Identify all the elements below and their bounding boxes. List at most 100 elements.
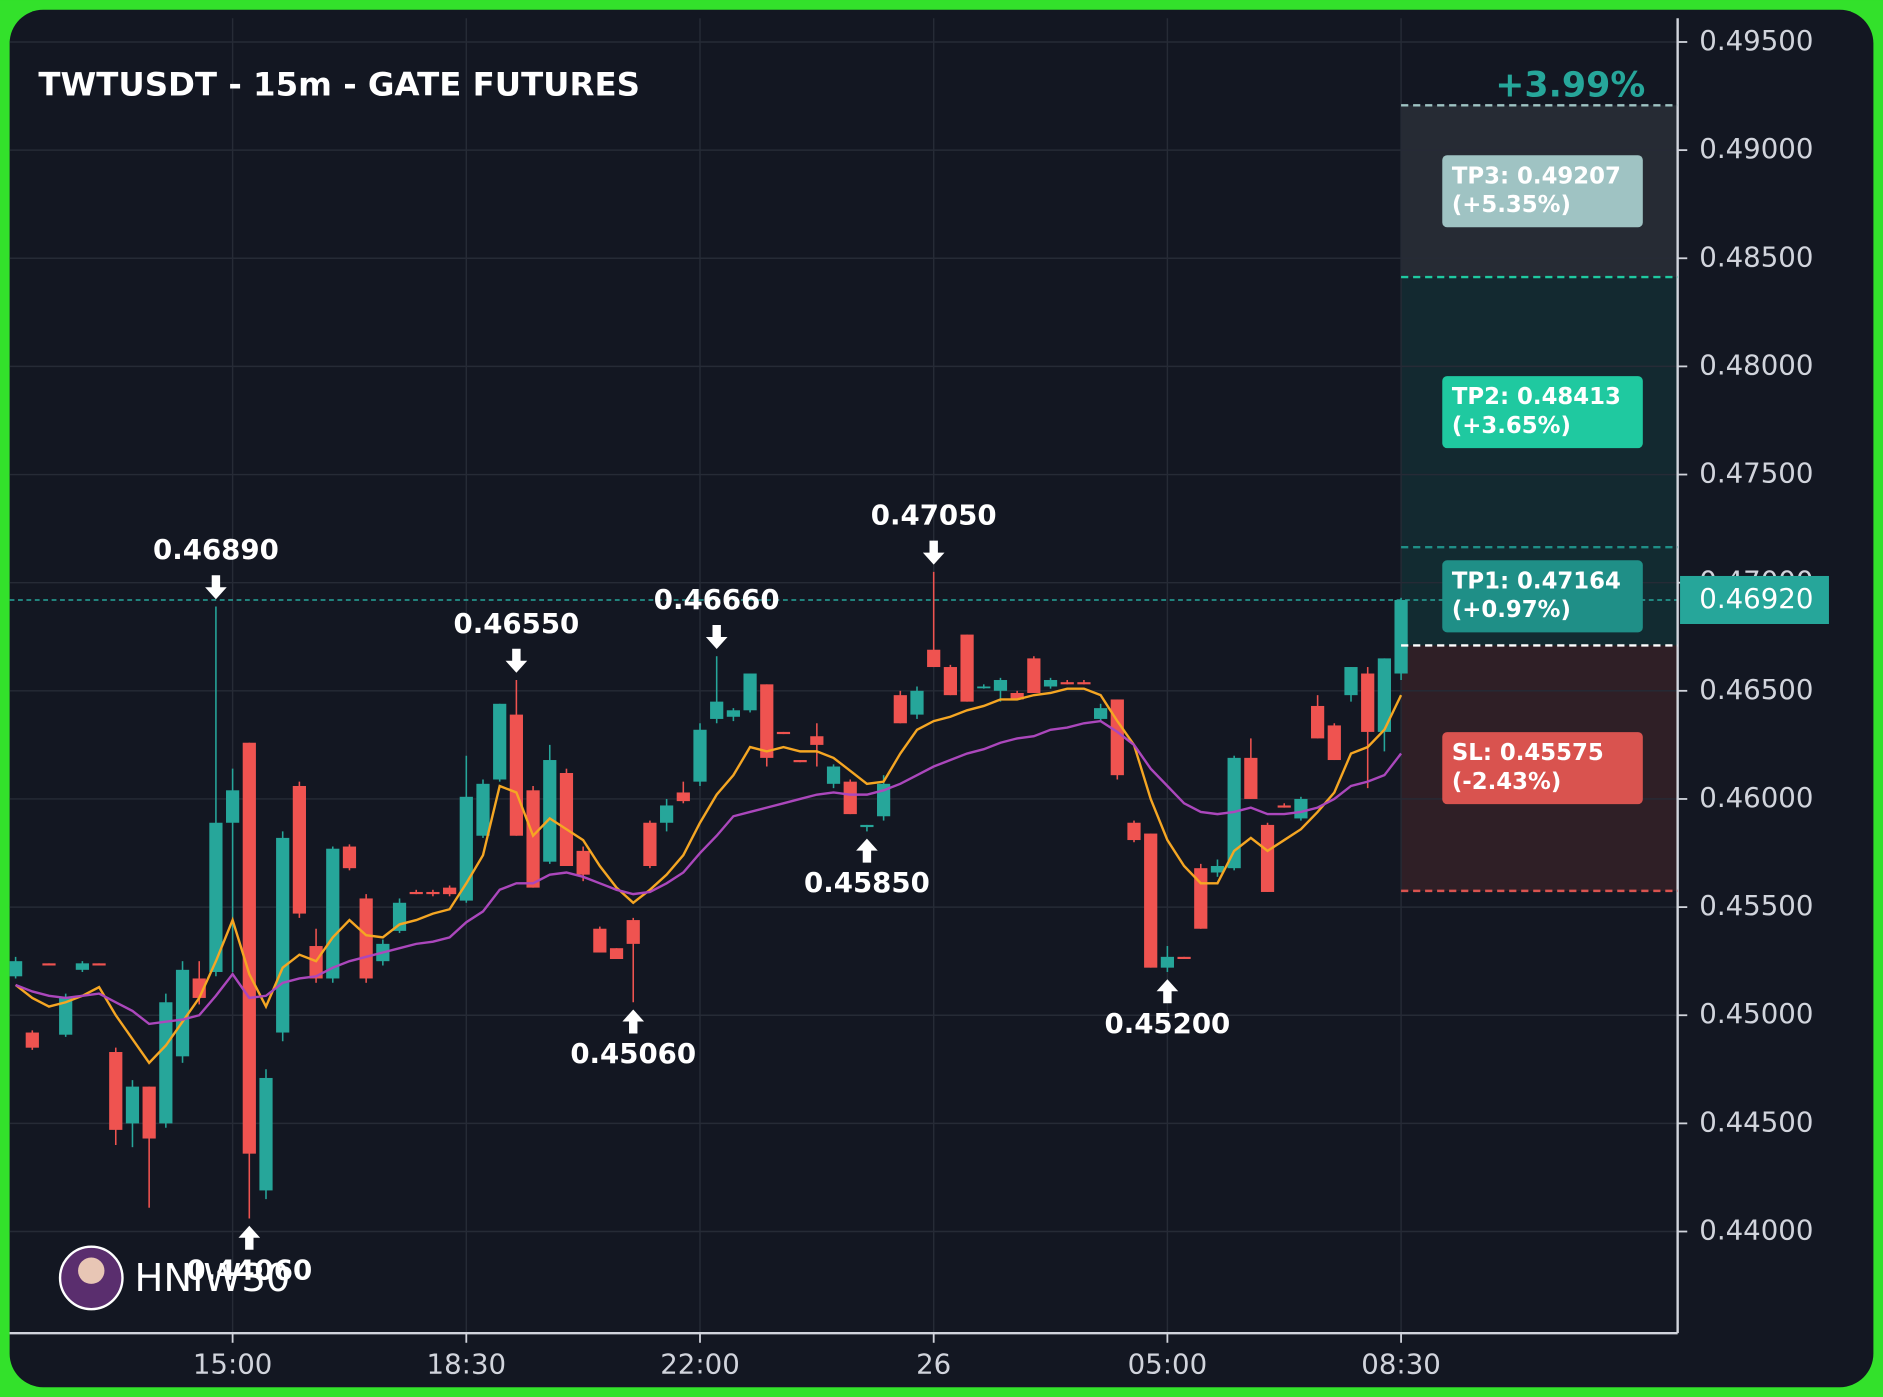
candle-body [660,805,674,823]
candle-body [1144,833,1158,968]
candle-body [710,701,724,719]
candle-body [1244,757,1258,799]
low-arrow [1156,979,1179,1004]
x-tick-label: 18:30 [427,1348,507,1381]
y-tick-label: 0.47500 [1699,457,1813,490]
candle-body [42,963,56,966]
candle-body [1344,667,1358,696]
candle-body [559,773,574,867]
x-tick-label: 26 [916,1348,951,1381]
candle-body [760,684,774,758]
level-change: (-2.43%) [1452,769,1561,795]
candle-body [326,848,340,979]
high-label: 0.46550 [454,607,580,640]
candle-body [609,948,624,960]
candle-body [576,850,590,875]
overlays: TP3: 0.49207 (+5.35%) TP2: 0.48413 (+3.65%)… [153,104,1829,1286]
high-label: 0.47050 [871,499,997,532]
y-tick-label: 0.44500 [1699,1105,1813,1138]
candle-body [1094,708,1108,719]
candle-body [1110,699,1124,776]
level-change: (+3.65%) [1452,413,1571,439]
candle-body [943,667,957,696]
candle-body [543,760,557,862]
grid [9,18,1678,1334]
candle-body [59,997,73,1035]
candle-body [159,1002,173,1124]
candle-body [1010,692,1024,700]
level-label: TP2: 0.48413 [1452,384,1621,410]
candle-body [593,928,607,953]
candle-body [109,1052,123,1130]
candle-body [509,714,523,836]
low-label: 0.44060 [186,1253,312,1286]
candle-body [342,846,357,869]
candle-body [9,961,23,977]
low-label: 0.45850 [804,866,930,899]
position-change: +3.99% [1495,66,1645,106]
candle-body [276,837,290,1033]
candle-body [626,920,640,944]
level-badge [1442,732,1643,805]
candle-body [1077,682,1091,685]
candle-body [810,736,824,745]
moving-average [15,719,1403,1026]
candle-body [1294,798,1308,819]
last-price-label: 0.46920 [1699,582,1813,615]
low-arrow [856,838,878,863]
candle-body [443,887,457,895]
high-label: 0.46890 [153,533,279,566]
x-tick-label: 08:30 [1361,1348,1441,1381]
level-badge [1442,376,1643,449]
moving-average [14,687,1403,1065]
candle-body [1311,705,1325,739]
candle-body [409,891,423,895]
low-label: 0.45060 [570,1037,696,1070]
level-label: TP3: 0.49207 [1452,163,1621,189]
candle-body [209,822,223,972]
candle-body [459,796,473,901]
candle-body [977,686,991,689]
candle-body [125,1086,140,1124]
candle-body [226,790,240,823]
candle-body [476,783,490,836]
candle-body [25,1032,39,1048]
high-arrow [205,575,227,600]
y-tick-label: 0.48500 [1699,240,1813,273]
candle-body [1043,680,1058,687]
y-tick-label: 0.45000 [1699,997,1813,1030]
candle-body [893,695,907,724]
plot-area [9,571,1678,1219]
y-tick-label: 0.46500 [1699,673,1813,706]
candle-body [493,703,507,780]
candle-body [643,822,657,867]
y-tick-label: 0.44000 [1699,1214,1813,1247]
last-price-tag [1680,575,1829,625]
x-tick-label: 15:00 [193,1348,273,1381]
y-tick-label: 0.49500 [1699,24,1813,57]
candle-body [860,824,874,828]
candle-body [175,969,190,1057]
chart-title: TWTUSDT - 15m - GATE FUTURES [38,66,640,104]
candle-body [927,649,941,668]
candle-body [1327,725,1341,761]
candle-body [1127,822,1141,841]
y-tick-label: 0.48000 [1699,348,1813,381]
candle-body [1060,682,1074,685]
candle-body [1394,599,1408,674]
level-change: (+5.35%) [1452,192,1571,218]
candle-body [993,680,1008,691]
candle-body [92,963,106,966]
level-badge [1442,560,1643,633]
candle-body [426,891,440,895]
avatar-face [78,1257,105,1284]
x-tick-label: 22:00 [660,1348,740,1381]
candle-body [743,673,757,711]
low-label: 0.45200 [1105,1007,1231,1040]
candle-body [726,710,740,717]
candle-body [242,742,256,1154]
candle-body [259,1077,273,1191]
candle-body [359,898,373,979]
